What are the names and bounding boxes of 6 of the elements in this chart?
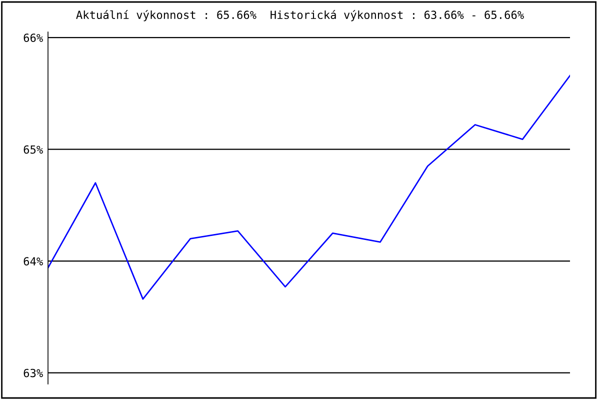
chart-title: Aktuální výkonnost : 65.66% Historická výkonnost : 63.66% - 65.66% [76,10,524,22]
y-tick-label: 63% [24,368,43,378]
line-series [48,74,570,300]
y-tick-label: 66% [24,34,43,42]
y-tick-label: 64% [24,257,43,266]
y-tick-label: 65% [24,145,43,154]
